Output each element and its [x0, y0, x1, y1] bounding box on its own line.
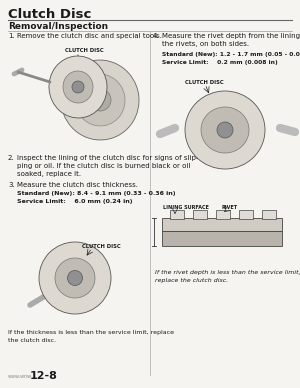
Text: LINING SURFACE: LINING SURFACE	[163, 205, 209, 210]
Text: Measure the rivet depth from the lining surface to: Measure the rivet depth from the lining …	[162, 33, 300, 39]
Bar	[239, 210, 253, 219]
Text: CLUTCH DISC: CLUTCH DISC	[82, 244, 121, 249]
Text: 2.: 2.	[8, 155, 15, 161]
Text: 3.: 3.	[8, 182, 15, 188]
Text: Inspect the lining of the clutch disc for signs of slip-: Inspect the lining of the clutch disc fo…	[17, 155, 198, 161]
Text: the rivets, on both sides.: the rivets, on both sides.	[162, 41, 249, 47]
Text: soaked, replace it.: soaked, replace it.	[17, 171, 81, 177]
Text: CLUTCH DISC: CLUTCH DISC	[185, 80, 224, 85]
Text: 4.: 4.	[153, 33, 160, 39]
Ellipse shape	[217, 122, 233, 138]
Text: ping or oil. If the clutch disc is burned black or oil: ping or oil. If the clutch disc is burne…	[17, 163, 190, 169]
Ellipse shape	[55, 258, 95, 298]
Bar	[170, 210, 184, 219]
Text: 1.: 1.	[8, 33, 15, 39]
Text: Standard (New): 8.4 - 9.1 mm (0.33 - 0.36 in): Standard (New): 8.4 - 9.1 mm (0.33 - 0.3…	[17, 191, 175, 196]
Text: Measure the clutch disc thickness.: Measure the clutch disc thickness.	[17, 182, 138, 188]
Bar	[216, 210, 230, 219]
Bar	[262, 210, 276, 219]
Bar	[193, 210, 207, 219]
Text: Service Limit:    6.0 mm (0.24 in): Service Limit: 6.0 mm (0.24 in)	[17, 199, 133, 204]
Text: www.wnw: www.wnw	[8, 374, 32, 379]
Ellipse shape	[68, 270, 82, 286]
Ellipse shape	[89, 89, 111, 111]
Ellipse shape	[72, 81, 84, 93]
Text: If the thickness is less than the service limit, replace: If the thickness is less than the servic…	[8, 330, 174, 335]
Ellipse shape	[39, 242, 111, 314]
Ellipse shape	[185, 91, 265, 169]
Text: the clutch disc.: the clutch disc.	[8, 338, 56, 343]
Text: CLUTCH DISC: CLUTCH DISC	[65, 48, 103, 53]
Bar	[162, 230, 282, 246]
Bar	[162, 218, 282, 230]
Text: Service Limit:    0.2 mm (0.008 in): Service Limit: 0.2 mm (0.008 in)	[162, 60, 278, 65]
Text: Clutch Disc: Clutch Disc	[8, 8, 91, 21]
Text: Standard (New): 1.2 - 1.7 mm (0.05 - 0.07 in) min.: Standard (New): 1.2 - 1.7 mm (0.05 - 0.0…	[162, 52, 300, 57]
Ellipse shape	[63, 71, 93, 103]
Text: replace the clutch disc.: replace the clutch disc.	[155, 278, 228, 283]
Ellipse shape	[49, 56, 107, 118]
Text: 12-8: 12-8	[30, 371, 58, 381]
Text: RIVET: RIVET	[222, 205, 238, 210]
Ellipse shape	[61, 60, 139, 140]
Text: Removal/Inspection: Removal/Inspection	[8, 22, 108, 31]
Text: Remove the clutch disc and special tools.: Remove the clutch disc and special tools…	[17, 33, 162, 39]
Text: If the rivet depth is less than the service limit,: If the rivet depth is less than the serv…	[155, 270, 300, 275]
Ellipse shape	[201, 107, 249, 153]
Ellipse shape	[75, 74, 125, 126]
